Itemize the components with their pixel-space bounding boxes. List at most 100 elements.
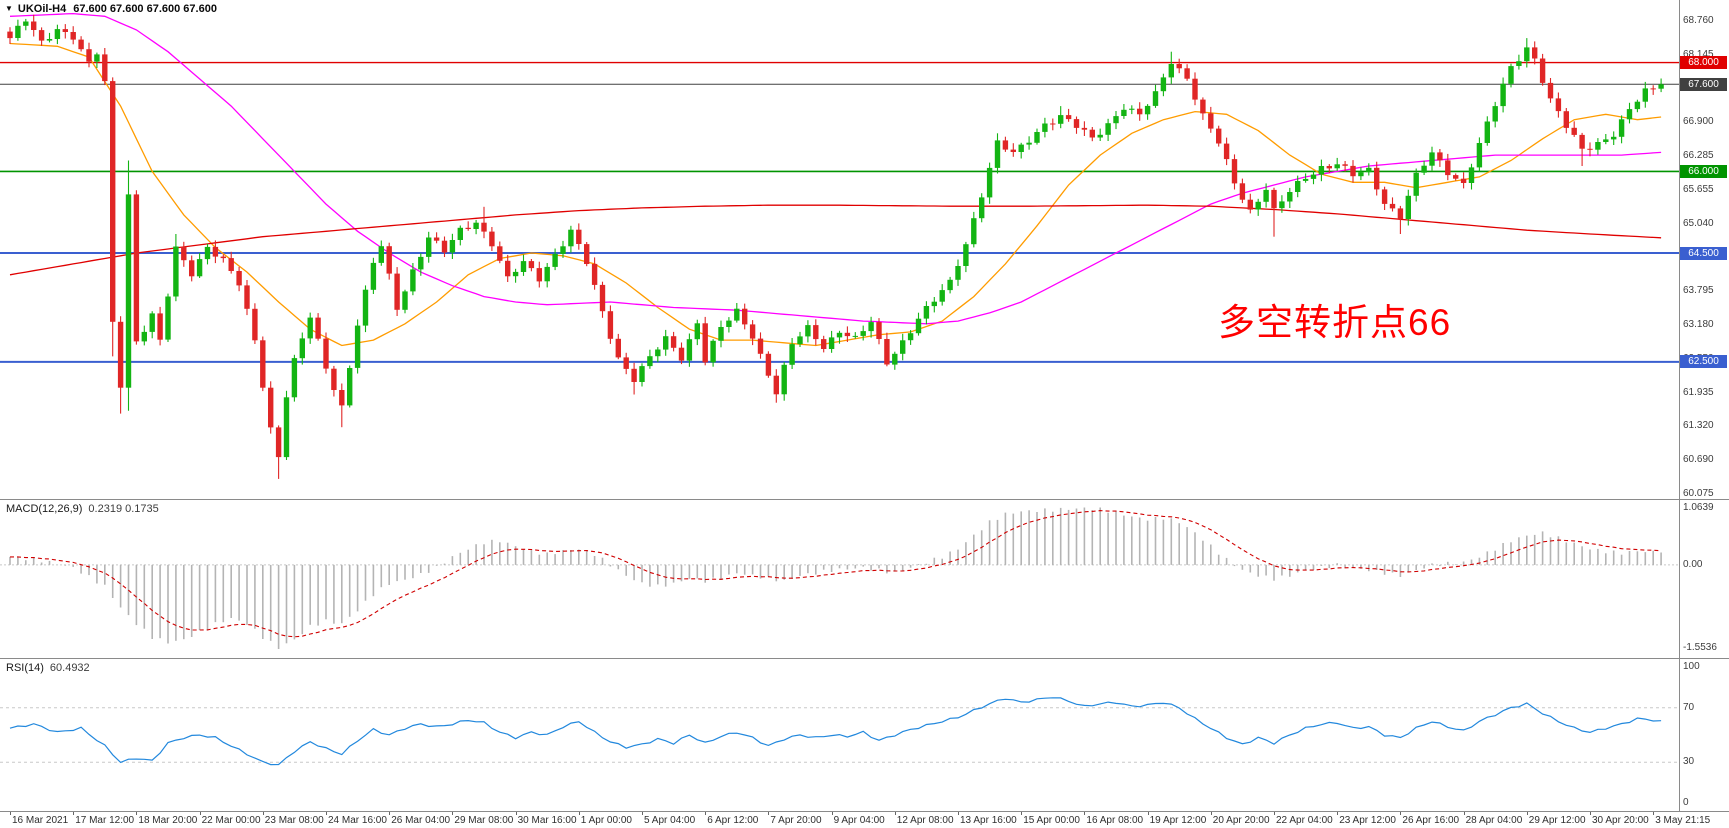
time-tick [452,812,454,815]
macd-signal-line [10,510,1662,638]
time-label: 26 Mar 04:00 [391,815,451,826]
time-tick [1084,812,1086,815]
time-tick [958,812,959,815]
time-label: 7 Apr 20:00 [770,815,822,826]
time-tick [831,812,833,815]
time-label: 22 Apr 04:00 [1276,815,1333,826]
rsi-indicator-label: RSI(14) 60.4932 [6,662,90,674]
time-label: 23 Apr 12:00 [1339,815,1396,826]
rsi-values: 60.4932 [49,662,90,674]
price-tick-label: 63.180 [1683,318,1714,330]
rsi-tick-label: 70 [1683,701,1695,713]
macd-panel[interactable] [0,500,1679,658]
macd-name: MACD(12,26,9) [6,503,83,515]
price-line-tag: 66.000 [1680,164,1727,178]
time-label: 24 Mar 16:00 [328,815,387,826]
price-tick-label: 66.285 [1683,149,1714,161]
ma-slow-red [9,204,1662,276]
time-tick [705,812,707,815]
time-label: 26 Apr 16:00 [1402,815,1460,826]
rsi-name: RSI(14) [6,662,44,674]
time-label: 18 Mar 20:00 [138,815,198,826]
time-tick [1590,812,1591,815]
ma-fast-orange [9,42,1662,347]
price-tick-label: 60.075 [1683,487,1714,499]
time-label: 30 Mar 16:00 [517,815,577,826]
time-label: 20 Apr 20:00 [1212,815,1270,826]
time-label: 19 Apr 12:00 [1149,815,1207,826]
price-tick-label: 60.690 [1683,454,1714,466]
price-tick-label: 63.795 [1683,285,1714,297]
symbol-timeframe-label: UKOil-H4 [17,3,67,15]
price-line-tag: 64.500 [1680,246,1727,260]
time-axis[interactable]: 16 Mar 2021 17 Mar 12:00 18 Mar 20:00 22 Ma… [0,812,1729,828]
time-tick [1210,812,1212,815]
ma-mid-magenta [9,12,1662,325]
time-tick [515,812,517,815]
time-tick [1526,812,1528,815]
time-label: 29 Apr 12:00 [1528,815,1586,826]
time-label: 28 Apr 04:00 [1465,815,1523,826]
price-line-tag: 68.000 [1680,56,1727,70]
time-tick [10,812,11,815]
rsi-line [9,697,1662,766]
time-axis-separator [0,811,1729,812]
time-label: 15 Apr 00:00 [1023,815,1080,826]
macd-tick-label: 1.0639 [1683,502,1714,513]
macd-tick-label: -1.5536 [1683,642,1717,653]
price-tick-label: 66.900 [1683,116,1714,128]
time-tick [768,812,770,815]
hlines-layer [0,61,1679,363]
macd-tick-label: 0.00 [1683,558,1703,570]
price-tick-label: 68.760 [1683,15,1714,27]
price-tick-label: 65.040 [1683,217,1714,229]
price-chart-panel[interactable] [0,0,1679,499]
time-tick [1147,812,1149,815]
time-tick [578,812,580,815]
time-tick [1337,812,1339,815]
price-axis-border [1679,0,1680,812]
time-tick [1463,812,1465,815]
time-tick [894,812,896,815]
time-label: 16 Mar 2021 [12,815,69,826]
time-tick [1021,812,1023,815]
time-label: 23 Mar 08:00 [264,815,324,826]
time-label: 1 Apr 00:00 [580,815,632,826]
price-line-tag: 67.600 [1680,77,1727,91]
time-label: 29 Mar 08:00 [454,815,514,826]
time-tick [642,812,643,815]
time-tick [326,812,327,815]
time-tick [73,812,75,815]
price-axis[interactable]: 68.76068.14567.53066.90066.28565.65565.0… [1680,0,1729,812]
macd-values: 0.2319 0.1735 [88,503,159,515]
rsi-panel[interactable] [0,659,1679,811]
chart-marker-icon: ▼ [5,4,13,13]
time-label: 22 Mar 00:00 [201,815,261,826]
price-tick-label: 68.145 [1683,48,1714,60]
trend-annotation-text: 多空转折点66 [1218,302,1452,343]
price-tick-label: 61.935 [1683,386,1714,398]
time-tick [136,812,138,815]
symbol-ohlc-readout: ▼ UKOil-H4 67.600 67.600 67.600 67.600 [5,3,217,15]
time-label: 17 Mar 12:00 [75,815,135,826]
macd-indicator-label: MACD(12,26,9) 0.2319 0.1735 [6,503,159,515]
panel-separator-rsi[interactable] [0,658,1729,659]
time-tick [1400,812,1402,815]
time-tick [262,812,264,815]
time-tick [1274,812,1275,815]
price-tick-label: 65.655 [1683,184,1714,196]
time-tick [1653,812,1655,815]
price-line-tag: 62.500 [1680,355,1727,369]
time-tick [199,812,201,815]
time-tick [389,812,391,815]
time-label: 5 Apr 04:00 [644,815,696,826]
panel-separator-macd[interactable] [0,499,1729,500]
rsi-tick-label: 0 [1683,797,1689,808]
time-label: 16 Apr 08:00 [1086,815,1144,826]
time-label: 3 May 21:15 [1655,815,1711,826]
time-label: 13 Apr 16:00 [960,815,1017,826]
macd-histogram [9,507,1662,649]
time-label: 9 Apr 04:00 [833,815,885,826]
time-label: 12 Apr 08:00 [896,815,954,826]
